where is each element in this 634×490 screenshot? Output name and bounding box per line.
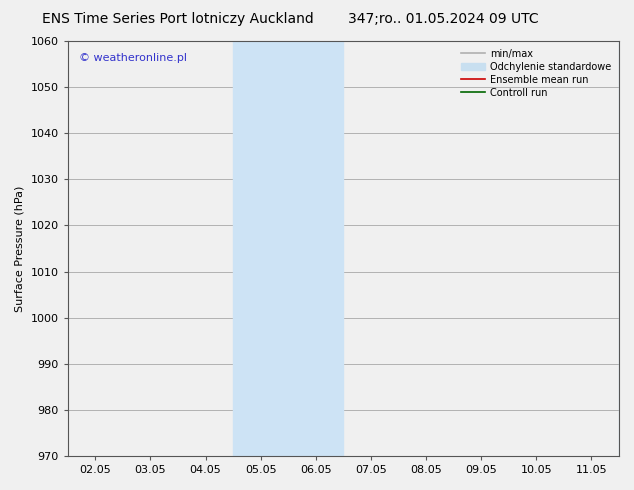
Bar [619, 41, 634, 456]
Text: 347;ro.. 01.05.2024 09 UTC: 347;ro.. 01.05.2024 09 UTC [349, 12, 539, 26]
Text: © weatheronline.pl: © weatheronline.pl [79, 53, 187, 64]
Y-axis label: Surface Pressure (hPa): Surface Pressure (hPa) [15, 185, 25, 312]
Bar [233, 41, 344, 456]
Text: ENS Time Series Port lotniczy Auckland: ENS Time Series Port lotniczy Auckland [42, 12, 313, 26]
Legend: min/max, Odchylenie standardowe, Ensemble mean run, Controll run: min/max, Odchylenie standardowe, Ensembl… [458, 46, 614, 100]
